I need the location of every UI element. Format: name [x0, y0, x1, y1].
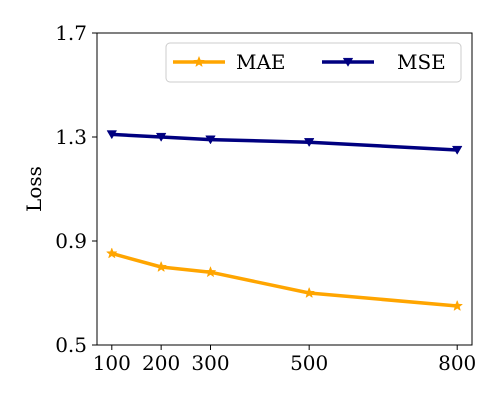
- y-tick-label: 0.9: [55, 229, 87, 253]
- x-tick-label: 200: [142, 351, 180, 375]
- y-tick-label: 1.7: [55, 21, 87, 45]
- mse-data-point: [205, 135, 216, 145]
- legend: MAE MSE: [165, 42, 462, 83]
- x-tick-label: 100: [93, 351, 131, 375]
- plot-area: [96, 32, 473, 346]
- y-axis-ticks: 0.5 0.9 1.3 1.7: [55, 21, 97, 357]
- mae-legend-label: MAE: [236, 50, 286, 74]
- mae-legend-marker: [193, 55, 205, 68]
- mse-data-point: [155, 132, 167, 142]
- legend-box: [165, 42, 462, 83]
- y-axis-label: Loss: [22, 166, 46, 212]
- x-axis-ticks: 100 200 300 500 800: [93, 345, 476, 375]
- y-tick-label: 1.3: [55, 125, 87, 149]
- mse-legend-marker: [342, 57, 354, 67]
- mse-data-point: [106, 130, 118, 140]
- mae-data-point: [105, 247, 118, 259]
- y-tick-label: 0.5: [55, 333, 87, 357]
- mae-data-point: [204, 265, 217, 278]
- mse-data-point: [451, 145, 463, 155]
- series-layer: [105, 130, 464, 312]
- x-tick-label: 500: [290, 351, 328, 375]
- mae-data-point: [451, 299, 464, 312]
- mse-legend-label: MSE: [397, 50, 446, 74]
- mae-data-point: [303, 286, 316, 299]
- x-tick-label: 800: [438, 351, 476, 375]
- mse-data-point: [303, 138, 315, 148]
- x-tick-label: 300: [191, 351, 229, 375]
- mae-data-point: [155, 260, 168, 273]
